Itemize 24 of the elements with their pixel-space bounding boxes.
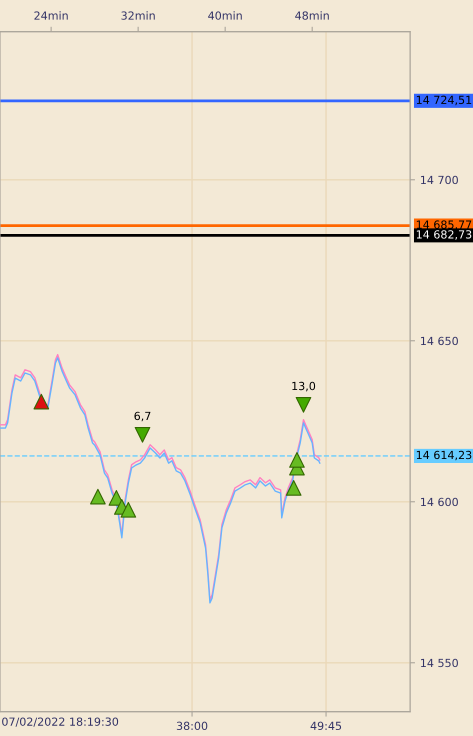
y-tick-label: 14 650: [421, 336, 458, 346]
y-tick-label: 14 550: [421, 658, 458, 668]
x2-tick-label: 38:00: [176, 722, 208, 730]
point: [134, 426, 150, 443]
point: [33, 394, 50, 410]
ref-line-label: 14 614,23: [416, 450, 472, 460]
ref-line-label: 14 724,51: [416, 96, 472, 106]
point: [90, 488, 106, 504]
text: 07/02/2022 18:19:30: [2, 717, 118, 727]
x-tick-label: 40min: [208, 11, 242, 20]
annotation: 6,7: [134, 412, 150, 422]
x-tick-label: 48min: [295, 11, 329, 20]
point: [286, 480, 302, 496]
ref-line-label: 14 682,73: [416, 230, 472, 240]
point: [289, 452, 305, 468]
y-tick-label: 14 600: [421, 498, 458, 506]
annotation: 13,0: [292, 382, 316, 392]
x-tick-label: 24min: [34, 11, 68, 20]
point: [296, 397, 312, 413]
point: [120, 502, 136, 518]
ref-line-label: 14 685,77: [416, 220, 472, 230]
x-tick-label: 32min: [121, 11, 155, 20]
y-tick-label: 14 700: [421, 176, 458, 184]
x2-tick-label: 49:45: [310, 722, 342, 730]
